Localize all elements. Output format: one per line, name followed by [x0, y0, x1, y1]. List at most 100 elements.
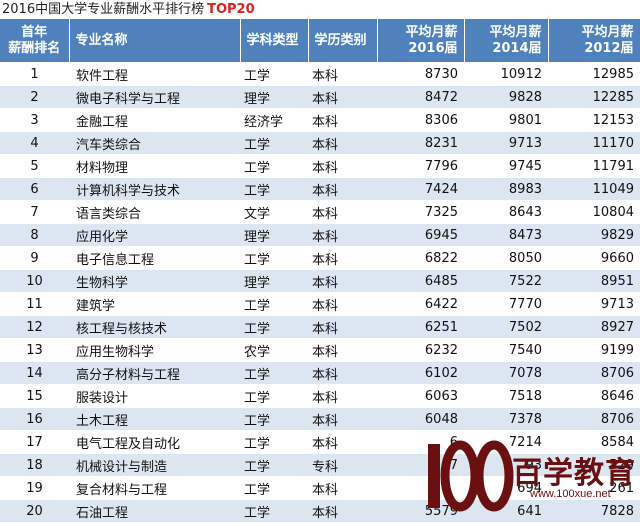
salary-2016-cell: 8730	[377, 62, 464, 86]
header-category: 学科类型	[240, 19, 309, 63]
rank-cell: 20	[0, 499, 69, 522]
category-cell: 农学	[240, 338, 308, 362]
category-cell: 理学	[240, 269, 308, 293]
salary-2012-cell: 10804	[548, 200, 640, 224]
rank-cell: 18	[0, 453, 69, 477]
salary-2016-cell: 5579	[377, 499, 464, 522]
category-cell: 工学	[240, 476, 308, 500]
rank-cell: 8	[0, 223, 69, 247]
table-row: 4 汽车类综合 工学 本科 8231 9713 11170	[0, 131, 640, 155]
title-text: 2016中国大学专业薪酬水平排行榜	[2, 2, 205, 17]
category-cell: 工学	[240, 246, 308, 270]
header-degree: 学历类别	[308, 19, 378, 63]
degree-cell: 本科	[308, 108, 377, 132]
salary-2012-cell: 8706	[548, 361, 640, 385]
table-row: 16 土木工程 工学 本科 6048 7378 8706	[0, 407, 640, 431]
salary-2016-cell: 6251	[377, 315, 464, 339]
major-cell: 材料物理	[69, 154, 240, 178]
degree-cell: 本科	[308, 476, 377, 500]
rank-cell: 17	[0, 430, 69, 454]
salary-2012-cell: 529	[548, 453, 640, 477]
salary-2012-cell: 9829	[548, 223, 640, 247]
header-salary-2016: 平均月薪 2016届	[377, 19, 465, 63]
rank-cell: 13	[0, 338, 69, 362]
category-cell: 工学	[240, 407, 308, 431]
category-cell: 工学	[240, 62, 308, 86]
100-logo-icon	[428, 440, 514, 512]
category-cell: 工学	[240, 131, 308, 155]
major-cell: 软件工程	[69, 62, 240, 86]
table-row: 13 应用生物科学 农学 本科 6232 7540 9199	[0, 338, 640, 362]
salary-2012-cell: 9713	[548, 292, 640, 316]
salary-2016-cell: 6422	[377, 292, 464, 316]
watermark-brand: 百学教育	[512, 456, 636, 491]
degree-cell: 本科	[308, 430, 377, 454]
salary-2016-cell: 8231	[377, 131, 464, 155]
table-row: 5 材料物理 工学 本科 7796 9745 11791	[0, 154, 640, 178]
major-cell: 金融工程	[69, 108, 240, 132]
salary-2016-cell: 6102	[377, 361, 464, 385]
salary-2014-cell: 10912	[464, 62, 548, 86]
salary-2016-cell: 6485	[377, 269, 464, 293]
major-cell: 服装设计	[69, 384, 240, 408]
salary-2012-cell: 8584	[548, 430, 640, 454]
watermark-url: www.100xue.net	[530, 488, 611, 500]
major-cell: 汽车类综合	[69, 131, 240, 155]
category-cell: 工学	[240, 361, 308, 385]
salary-2014-cell: 9745	[464, 154, 548, 178]
salary-2012-cell: 8927	[548, 315, 640, 339]
header-major: 专业名称	[69, 19, 241, 63]
title-highlight: TOP20	[207, 2, 255, 17]
table-row: 7 语言类综合 文学 本科 7325 8643 10804	[0, 200, 640, 224]
major-cell: 应用生物科学	[69, 338, 240, 362]
salary-2016-cell: 6945	[377, 223, 464, 247]
degree-cell: 本科	[308, 85, 377, 109]
major-cell: 生物科学	[69, 269, 240, 293]
category-cell: 工学	[240, 453, 308, 477]
degree-cell: 本科	[308, 292, 377, 316]
salary-2014-cell: 8050	[464, 246, 548, 270]
degree-cell: 专科	[308, 453, 377, 477]
salary-2016-cell: 6048	[377, 407, 464, 431]
table-row: 10 生物科学 理学 本科 6485 7522 8951	[0, 269, 640, 293]
rank-cell: 11	[0, 292, 69, 316]
category-cell: 文学	[240, 200, 308, 224]
salary-2014-cell: 9713	[464, 131, 548, 155]
category-cell: 经济学	[240, 108, 308, 132]
table-row: 20 石油工程 工学 本科 5579 641 7828	[0, 499, 640, 522]
salary-2014-cell: 7770	[464, 292, 548, 316]
table-row: 18 机械设计与制造 工学 专科 87 93 529	[0, 453, 640, 477]
category-cell: 工学	[240, 384, 308, 408]
rank-cell: 7	[0, 200, 69, 224]
degree-cell: 本科	[308, 338, 377, 362]
salary-2012-cell: 12153	[548, 108, 640, 132]
major-cell: 机械设计与制造	[69, 453, 240, 477]
table-row: 2 微电子科学与工程 理学 本科 8472 9828 12285	[0, 85, 640, 109]
table-row: 12 核工程与核技术 工学 本科 6251 7502 8927	[0, 315, 640, 339]
salary-2016-cell: 7796	[377, 154, 464, 178]
major-cell: 电子信息工程	[69, 246, 240, 270]
salary-2012-cell: 9660	[548, 246, 640, 270]
salary-2014-cell: 7378	[464, 407, 548, 431]
rank-cell: 12	[0, 315, 69, 339]
salary-2012-cell: 8951	[548, 269, 640, 293]
salary-2012-cell: 11170	[548, 131, 640, 155]
rank-cell: 1	[0, 62, 69, 86]
category-cell: 理学	[240, 85, 308, 109]
salary-2016-cell: 6063	[377, 384, 464, 408]
rank-cell: 3	[0, 108, 69, 132]
degree-cell: 本科	[308, 315, 377, 339]
category-cell: 工学	[240, 177, 308, 201]
rank-cell: 10	[0, 269, 69, 293]
category-cell: 工学	[240, 430, 308, 454]
header-rank: 首年 薪酬排名	[0, 19, 70, 63]
table-row: 19 复合材料与工程 工学 本科 694 261	[0, 476, 640, 500]
degree-cell: 本科	[308, 499, 377, 522]
table-row: 3 金融工程 经济学 本科 8306 9801 12153	[0, 108, 640, 132]
major-cell: 电气工程及自动化	[69, 430, 240, 454]
rank-cell: 6	[0, 177, 69, 201]
salary-2012-cell: 12985	[548, 62, 640, 86]
degree-cell: 本科	[308, 177, 377, 201]
table-row: 8 应用化学 理学 本科 6945 8473 9829	[0, 223, 640, 247]
major-cell: 微电子科学与工程	[69, 85, 240, 109]
